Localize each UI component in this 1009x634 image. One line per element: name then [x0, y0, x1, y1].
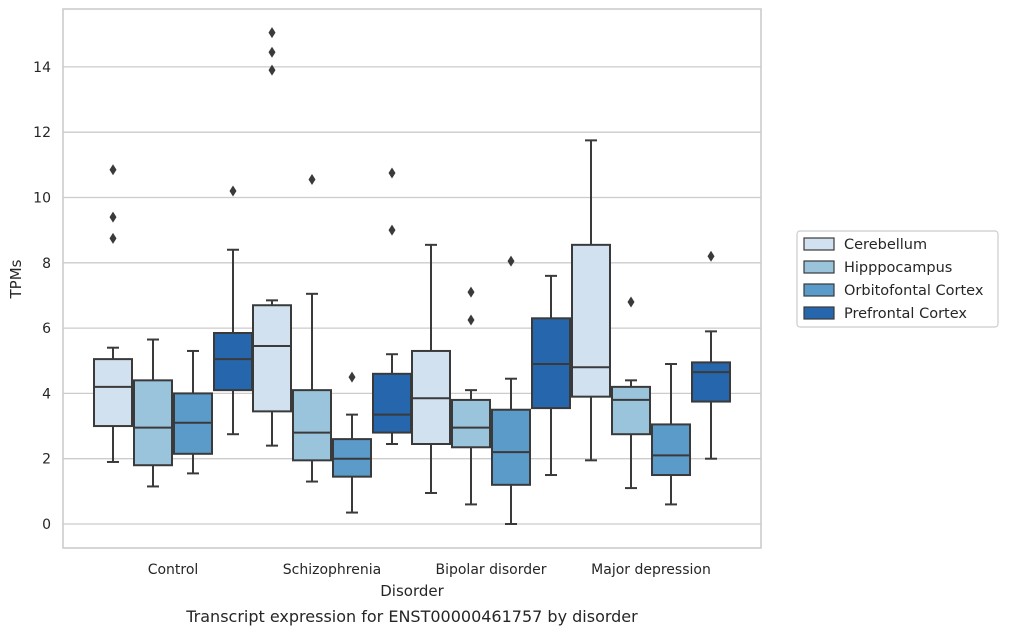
outlier-point: [467, 286, 475, 298]
legend-swatch: [803, 237, 835, 251]
outlier-point: [627, 296, 635, 308]
box-plot: [372, 167, 412, 446]
box: [372, 372, 412, 434]
x-tick-label: Schizophrenia: [283, 562, 381, 578]
y-tick-label: 12: [33, 125, 51, 141]
box-plot: [173, 349, 213, 475]
box-plot: [332, 371, 372, 514]
outlier-point: [109, 211, 117, 223]
box: [292, 389, 332, 462]
y-tick-label: 10: [33, 191, 51, 207]
box-plot: [611, 296, 651, 490]
chart-caption: Transcript expression for ENST0000046175…: [185, 607, 638, 626]
x-tick-labels: Control Schizophrenia Bipolar disorder Majo…: [148, 562, 711, 578]
y-tick-label: 4: [42, 386, 51, 402]
box-plot: [411, 243, 451, 494]
y-tick-label: 6: [42, 321, 51, 337]
outlier-point: [229, 185, 237, 197]
box: [491, 408, 531, 486]
box: [451, 398, 491, 449]
outlier-point: [109, 232, 117, 244]
outlier-point: [109, 164, 117, 176]
legend-swatch: [803, 283, 835, 297]
x-tick-label: Control: [148, 562, 199, 578]
box: [93, 358, 133, 428]
outlier-point: [467, 314, 475, 326]
box-layer: [93, 27, 731, 525]
box-plot: [691, 250, 731, 460]
box-plot: [571, 139, 611, 462]
plot-frame: [62, 8, 762, 549]
y-tick-label: 14: [33, 60, 51, 76]
x-axis-label: Disorder: [380, 582, 444, 600]
box: [213, 331, 253, 392]
outlier-point: [268, 46, 276, 58]
box-plot: [651, 363, 691, 506]
y-axis-label: TPMs: [7, 259, 25, 299]
box: [571, 243, 611, 398]
legend-label: Prefrontal Cortex: [844, 306, 967, 322]
y-tick-label: 2: [42, 452, 51, 468]
legend-swatch: [803, 260, 835, 274]
legend-label: Orbitofontal Cortex: [844, 283, 984, 299]
box: [611, 385, 651, 436]
outlier-point: [388, 167, 396, 179]
legend: Cerebellum Hipppocampus Orbitofontal Corte…: [796, 230, 999, 328]
box-plot: [491, 255, 531, 525]
x-tick-label: Bipolar disorder: [435, 562, 546, 578]
box-plot: [292, 174, 332, 483]
outlier-point: [707, 250, 715, 262]
legend-label: Hipppocampus: [844, 260, 952, 276]
outlier-point: [348, 371, 356, 383]
outlier-point: [268, 27, 276, 39]
box: [691, 361, 731, 403]
box-plot: [213, 185, 253, 436]
box-plot: [133, 338, 173, 488]
box: [651, 423, 691, 477]
box-plot: [93, 164, 133, 463]
outlier-point: [308, 174, 316, 186]
legend-label: Cerebellum: [844, 237, 927, 253]
y-tick-label: 0: [42, 517, 51, 533]
box-plot: [252, 27, 292, 447]
outlier-point: [507, 255, 515, 267]
y-tick-labels: 0 2 4 6 8 10 12 14: [33, 60, 51, 533]
legend-swatch: [803, 306, 835, 320]
outlier-point: [268, 64, 276, 76]
box-plot: [531, 274, 571, 477]
box-plot: [451, 286, 491, 506]
box: [133, 379, 173, 467]
legend-frame: [796, 230, 999, 328]
y-tick-label: 8: [42, 256, 51, 272]
box: [252, 304, 292, 413]
outlier-point: [388, 224, 396, 236]
x-tick-label: Major depression: [591, 562, 711, 578]
